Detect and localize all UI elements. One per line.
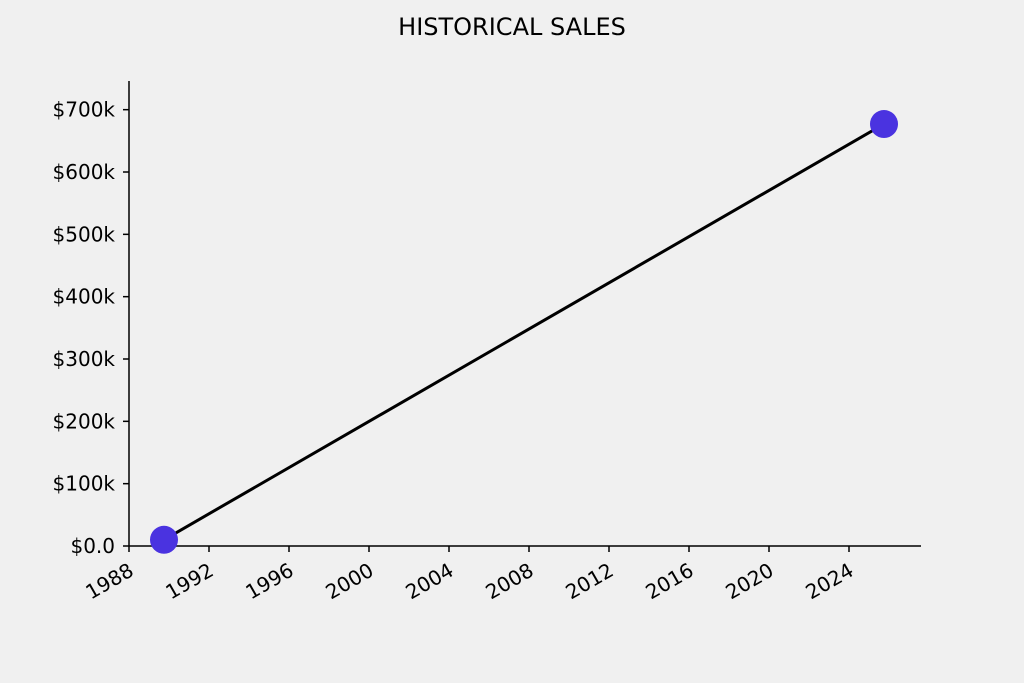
line	[163, 122, 885, 542]
x-tick-label: 2016	[641, 558, 697, 604]
y-tick-label: $300k	[53, 347, 116, 371]
x-tick-label: 2024	[801, 558, 857, 604]
x-tick-label: 2008	[481, 558, 537, 604]
y-tick-label: $400k	[53, 285, 116, 309]
x-tick-label: 2000	[321, 558, 377, 604]
x-tick-label: 1988	[81, 558, 137, 604]
x-tick-label: 1996	[241, 558, 297, 604]
y-tick-label: $500k	[53, 222, 116, 246]
y-tick-label: $100k	[53, 472, 116, 496]
y-tick-label: $600k	[53, 160, 116, 184]
y-tick-label: $700k	[53, 98, 116, 122]
x-tick-label: 1992	[161, 558, 217, 604]
x-tick-label: 2004	[401, 558, 457, 604]
chart-title: HISTORICAL SALES	[398, 13, 626, 41]
x-tick-label: 2020	[721, 558, 777, 604]
y-tick-label: $200k	[53, 409, 116, 433]
y-tick-label: $0.0	[70, 534, 115, 558]
x-tick-label: 2012	[561, 558, 617, 604]
marker	[870, 110, 898, 139]
marker	[150, 525, 178, 554]
